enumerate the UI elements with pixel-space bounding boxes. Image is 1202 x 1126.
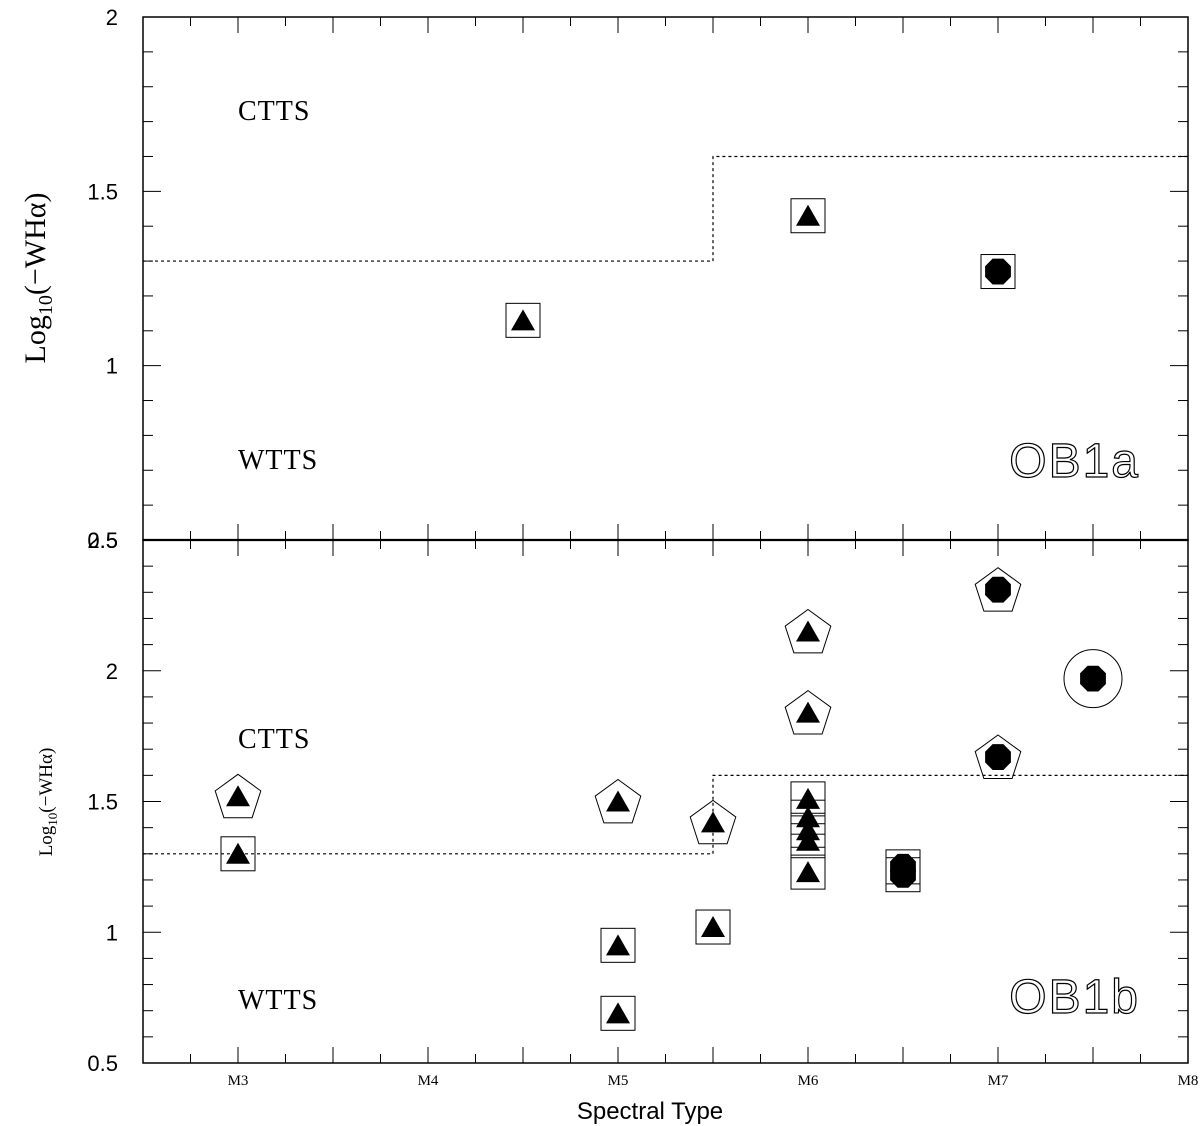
y-tick-label: 1 — [106, 920, 118, 945]
panel-ob1a-ticks — [142, 16, 1189, 541]
square-enclosure — [600, 995, 636, 1031]
data-point — [600, 927, 636, 963]
panel-ob1a-wtts-label: WTTS — [238, 445, 318, 476]
y-tick-label: 0.5 — [87, 1051, 118, 1076]
pentagon-enclosure — [214, 773, 262, 819]
triangle-marker — [796, 806, 820, 828]
octagon-marker — [985, 258, 1011, 285]
triangle-marker — [511, 309, 535, 331]
panel-ob1b-ctts-label: CTTS — [238, 724, 310, 755]
square-enclosure — [600, 927, 636, 963]
data-point — [790, 854, 826, 890]
triangle-marker — [226, 785, 250, 807]
panel-ob1b-x-tick-labels: M3 M4 M5 M6 M7 M8 — [228, 1073, 1199, 1089]
pentagon-enclosure — [784, 689, 832, 735]
panel-ob1a-y-axis-label: Log10(−WHα) — [19, 193, 57, 364]
y-tick-label: 2 — [106, 659, 118, 684]
panel-ob1b-ticks — [142, 539, 1189, 1064]
panel-ob1b: 0.511.522.5 M3 M4 M5 M6 M7 M8 CTTS WTTS OB1b … — [36, 528, 1198, 1125]
triangle-marker — [796, 829, 820, 851]
data-point — [695, 909, 731, 945]
data-point — [214, 773, 262, 819]
data-point — [689, 799, 737, 845]
data-point — [600, 995, 636, 1031]
square-enclosure — [790, 854, 826, 890]
square-enclosure — [220, 836, 256, 872]
data-point — [784, 608, 832, 654]
y-tick-label: 2.5 — [87, 528, 118, 553]
data-point — [974, 734, 1022, 779]
data-point — [790, 198, 826, 234]
y-tick-label: 1.5 — [87, 179, 118, 204]
triangle-marker — [606, 1002, 630, 1024]
data-point — [885, 857, 921, 893]
panel-ob1b-y-axis-label: Log10(−WHα) — [36, 748, 60, 857]
octagon-marker — [985, 744, 1011, 770]
panel-ob1a-y-tick-labels: 0.5 1 1.5 2 — [87, 5, 118, 553]
panel-ob1a-name: OB1a — [1009, 435, 1140, 488]
square-enclosure — [505, 302, 541, 338]
x-tick-label: M6 — [798, 1073, 819, 1089]
y-tick-label: 2 — [106, 5, 118, 30]
data-point — [594, 778, 642, 824]
panel-ob1a: 0.5 1 1.5 2 CTTS WTTS OB1a Log10(−WHα) — [19, 5, 1189, 553]
data-point — [980, 254, 1016, 290]
x-tick-label: M7 — [988, 1073, 1009, 1089]
y-tick-label: 0.5 — [87, 528, 118, 553]
panel-ob1b-y-tick-labels: 0.5 1 1.5 2 2.5 — [87, 528, 118, 1076]
data-point — [974, 567, 1022, 612]
panel-ob1a-points — [505, 198, 1016, 338]
pentagon-enclosure — [689, 799, 737, 845]
pentagon-enclosure — [784, 608, 832, 654]
triangle-marker — [226, 842, 250, 864]
x-tick-label: M3 — [228, 1073, 249, 1089]
panel-ob1b-threshold-line — [143, 774, 1188, 855]
triangle-marker — [796, 620, 820, 642]
triangle-marker — [796, 204, 820, 226]
square-enclosure — [980, 254, 1016, 290]
data-point — [505, 302, 541, 338]
panel-ob1a-threshold-line — [143, 155, 1188, 262]
pentagon-enclosure — [974, 734, 1022, 779]
panel-ob1b-points — [214, 567, 1123, 1031]
data-point — [1063, 649, 1123, 709]
x-tick-label: M8 — [1178, 1073, 1199, 1089]
triangle-marker — [701, 916, 725, 938]
octagon-marker — [890, 861, 916, 888]
octagon-marker — [985, 576, 1011, 603]
x-axis-label: Spectral Type — [577, 1098, 723, 1125]
y-tick-label: 1 — [106, 354, 118, 379]
triangle-marker — [606, 934, 630, 956]
square-enclosure — [695, 909, 731, 945]
triangle-marker — [796, 787, 820, 809]
octagon-marker — [1080, 665, 1106, 692]
panel-ob1b-wtts-label: WTTS — [238, 985, 318, 1016]
x-tick-label: M4 — [418, 1073, 439, 1089]
square-enclosure — [885, 857, 921, 893]
panel-ob1b-name: OB1b — [1009, 971, 1140, 1024]
triangle-marker — [606, 790, 630, 812]
pentagon-enclosure — [594, 778, 642, 824]
x-tick-label: M5 — [608, 1073, 629, 1089]
triangle-marker — [796, 861, 820, 883]
panel-ob1a-ctts-label: CTTS — [238, 96, 310, 127]
triangle-marker — [701, 811, 725, 833]
triangle-marker — [796, 701, 820, 723]
circle-enclosure — [1063, 649, 1123, 709]
y-tick-label: 1.5 — [87, 790, 118, 815]
square-enclosure — [790, 198, 826, 234]
pentagon-enclosure — [974, 567, 1022, 612]
data-point — [220, 836, 256, 872]
data-point — [784, 689, 832, 735]
square-enclosure — [790, 823, 826, 859]
data-point — [790, 823, 826, 859]
